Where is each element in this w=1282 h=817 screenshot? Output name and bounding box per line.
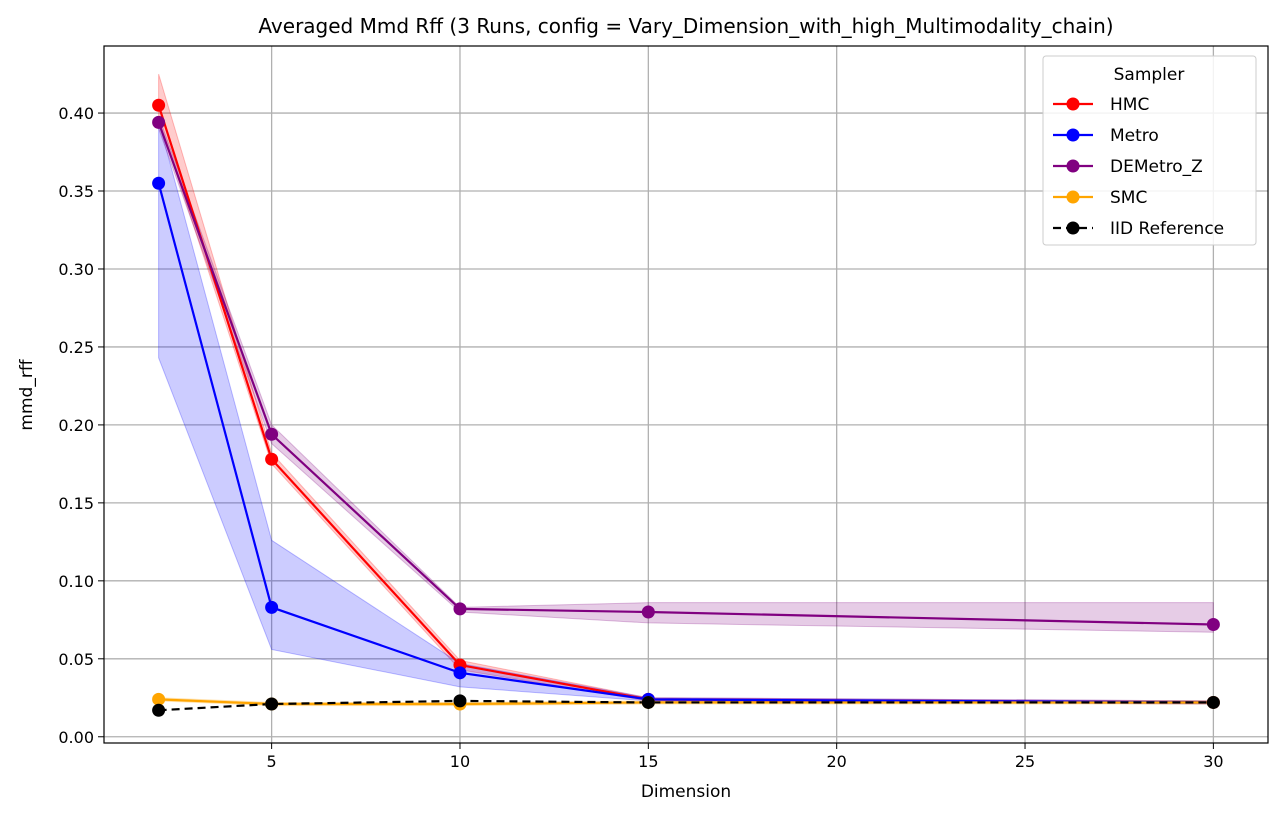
legend-label-smc: SMC [1110,188,1147,208]
x-tick-label: 5 [267,752,277,771]
y-tick-label: 0.40 [58,104,94,123]
legend-label-demetro-z: DEMetro_Z [1110,157,1203,177]
iid-reference-point [265,697,279,711]
legend: Sampler HMC Metro DEMetro_Z SMC IID Referenc… [1042,55,1257,246]
x-tick-label: 15 [638,752,658,771]
legend-title: Sampler [1114,65,1185,85]
y-tick-label: 0.35 [58,182,94,201]
y-tick-label: 0.25 [58,338,94,357]
legend-marker-demetro-z [1066,159,1080,173]
y-tick-label: 0.00 [58,728,94,747]
legend-label-iid-reference: IID Reference [1110,219,1224,239]
y-tick-label: 0.30 [58,260,94,279]
iid-reference-point [1206,695,1220,709]
demetro-z-point [1206,617,1220,631]
series-markers [152,98,1220,717]
plot-frame [103,45,1269,744]
x-tick-label: 30 [1203,752,1223,771]
legend-marker-hmc [1066,97,1080,111]
legend-items: HMC Metro DEMetro_Z SMC IID Reference [1053,95,1224,239]
legend-marker-smc [1066,190,1080,204]
x-axis-ticks: 5 10 15 20 25 30 [267,743,1224,771]
demetro-z-point [152,115,166,129]
x-tick-label: 10 [450,752,470,771]
iid-reference-point [453,694,467,708]
x-tick-label: 25 [1015,752,1035,771]
y-tick-label: 0.20 [58,416,94,435]
demetro-z-point [641,605,655,619]
demetro-z-point [265,427,279,441]
metro-point [152,176,166,190]
metro-point [453,666,467,680]
iid-reference-point [641,695,655,709]
hmc-point [265,452,279,466]
y-tick-label: 0.15 [58,494,94,513]
y-tick-label: 0.05 [58,650,94,669]
demetro-z-point [453,602,467,616]
chart-title: Averaged Mmd Rff (3 Runs, config = Vary_… [258,14,1113,38]
metro-point [265,600,279,614]
y-axis-label: mmd_rff [17,358,37,430]
y-tick-label: 0.10 [58,572,94,591]
iid-reference-point [152,703,166,717]
x-axis-label: Dimension [641,782,731,802]
legend-box [1042,55,1257,246]
legend-label-hmc: HMC [1110,95,1149,115]
legend-marker-iid-reference [1066,221,1080,235]
y-axis-ticks: 0.00 0.05 0.10 0.15 0.20 0.25 0.30 0.35 0.40 [58,104,104,747]
legend-label-metro: Metro [1110,126,1159,146]
smc-point [152,692,166,706]
x-tick-label: 20 [826,752,846,771]
hmc-point [152,98,166,112]
legend-marker-metro [1066,128,1080,142]
